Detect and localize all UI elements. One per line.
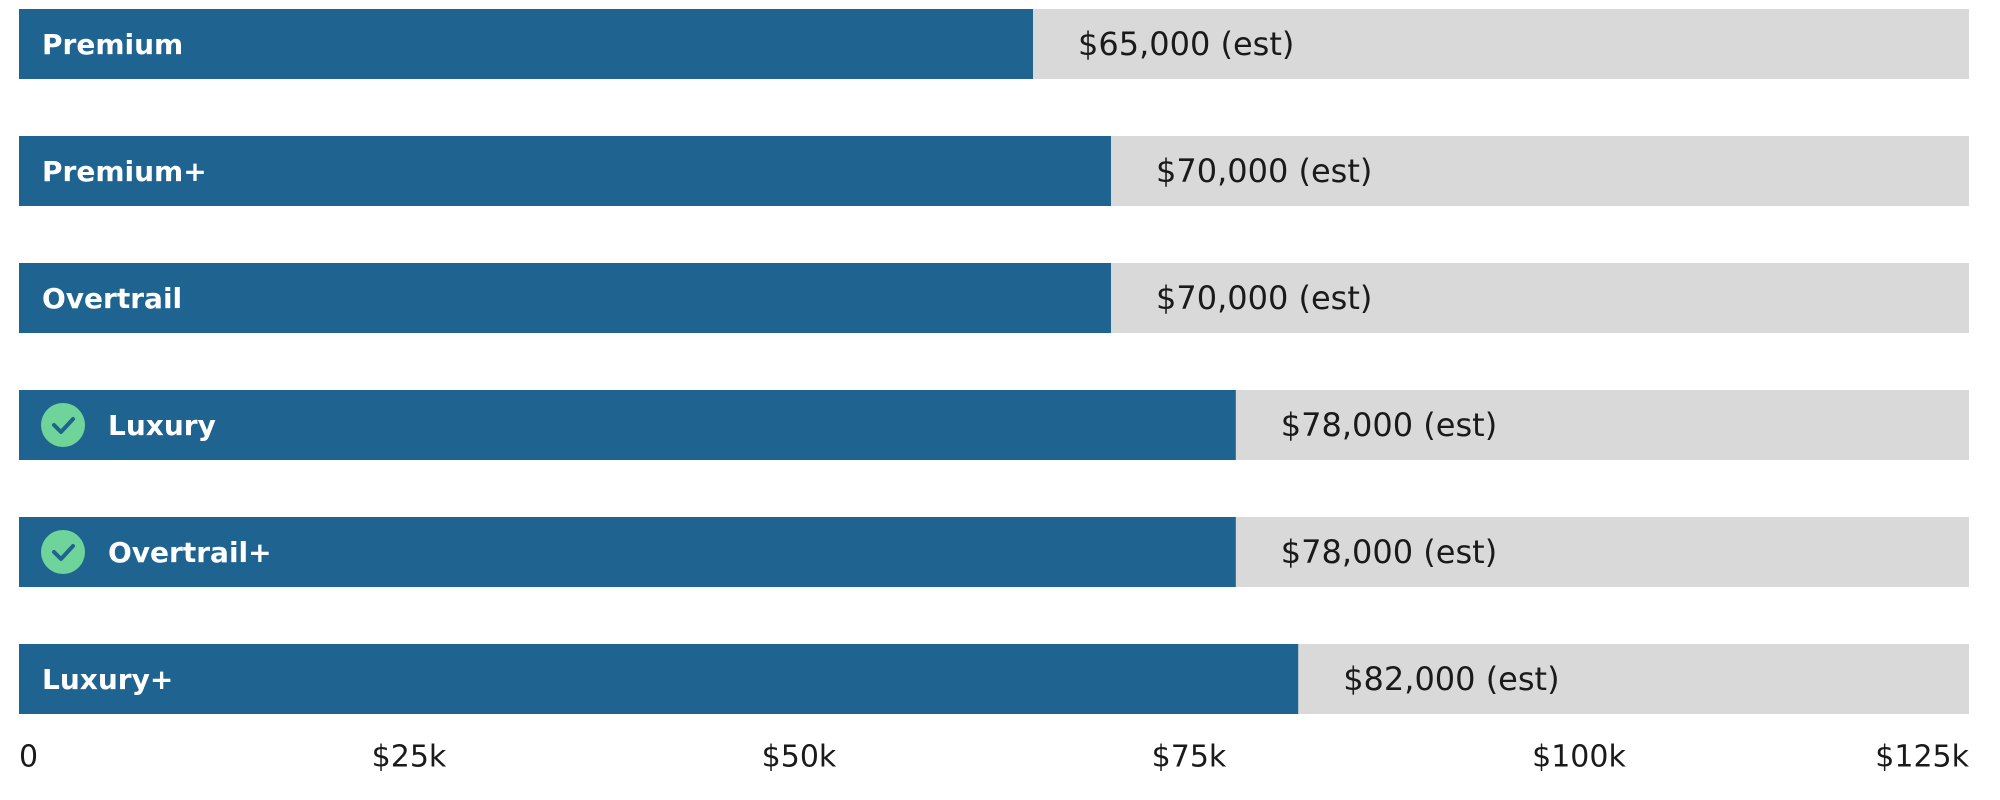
value-label: $70,000 (est) <box>1156 152 1372 190</box>
bar <box>19 263 1111 333</box>
check-mark <box>52 544 75 561</box>
bar <box>19 136 1111 206</box>
category-label: Overtrail+ <box>108 536 272 569</box>
value-label: $78,000 (est) <box>1281 406 1497 444</box>
category-label: Luxury <box>108 409 216 442</box>
check-icon <box>41 530 85 574</box>
check-mark <box>52 417 75 434</box>
category-label: Premium+ <box>42 155 207 188</box>
category-label: Overtrail <box>42 282 182 315</box>
x-tick-label: $100k <box>1532 740 1626 775</box>
category-label: Luxury+ <box>42 663 173 696</box>
x-tick-label: 0 <box>19 740 38 775</box>
x-tick-label: $50k <box>762 740 837 775</box>
category-label: Premium <box>42 28 183 61</box>
value-label: $78,000 (est) <box>1281 533 1497 571</box>
bar <box>19 390 1236 460</box>
value-label: $82,000 (est) <box>1343 660 1559 698</box>
check-icon <box>41 403 85 447</box>
value-label: $65,000 (est) <box>1078 25 1294 63</box>
bar <box>19 517 1236 587</box>
x-tick-label: $75k <box>1152 740 1227 775</box>
check-circle <box>41 403 85 447</box>
x-tick-label: $25k <box>372 740 447 775</box>
bar <box>19 644 1299 714</box>
x-tick-label: $125k <box>1875 740 1969 775</box>
check-circle <box>41 530 85 574</box>
value-label: $70,000 (est) <box>1156 279 1372 317</box>
bar <box>19 9 1033 79</box>
